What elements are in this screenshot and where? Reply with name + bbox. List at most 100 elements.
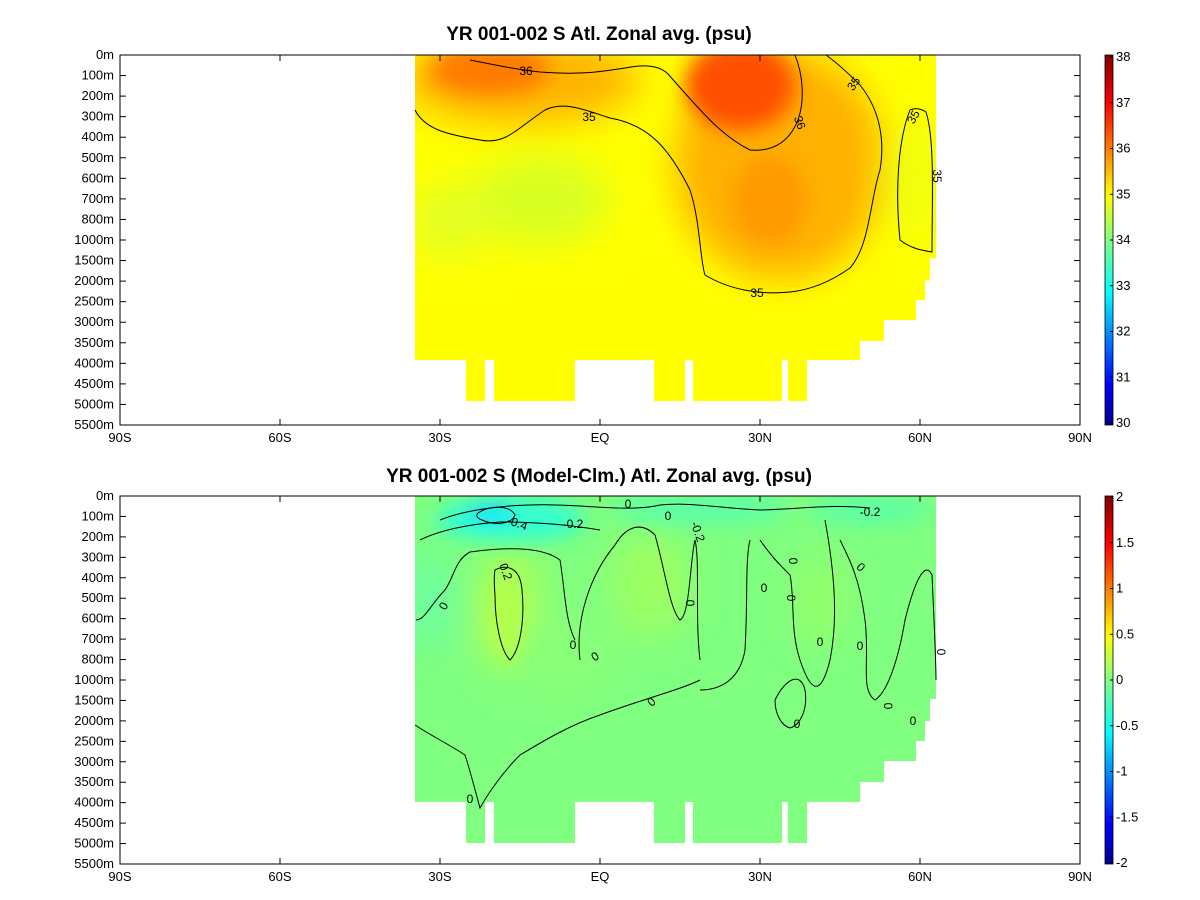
contour-label: 35 [930,169,944,183]
contour-label: 0 [665,509,672,523]
contour-label: 0 [570,638,577,652]
contour-lines [414,503,937,810]
contour-label: 0 [794,717,801,731]
contour-label: 0 [467,792,474,806]
y-tick-label: 5000m [74,836,114,851]
y-tick-label: 1500m [74,253,114,268]
y-tick-label: 3500m [74,774,114,789]
y-tick-label: 600m [81,170,114,185]
panel-top: YR 001-002 S Atl. Zonal avg. (psu) [74,24,1130,445]
y-tick-label: 400m [81,570,114,585]
contour-label: 0 [934,649,948,656]
x-tick-label: 90S [108,430,131,445]
y-tick-label: 4500m [74,376,114,391]
y-tick-label: 5000m [74,396,114,411]
colorbar-tick-label: -2 [1116,855,1128,870]
axes: 0m 100m 200m 300m 400m 500m 600m 700m 800m 1000m 1… [74,47,1092,445]
x-tick-label: 30S [428,869,451,884]
y-tick-label: 700m [81,191,114,206]
y-tick-label: 0m [96,47,114,62]
y-tick-label: 1500m [74,692,114,707]
contour-label: 35 [904,107,923,126]
y-tick-label: 2500m [74,294,114,309]
y-tick-label: 800m [81,211,114,226]
contour-label: 0 [683,600,697,607]
y-tick-label: 2000m [74,273,114,288]
colorbar-ticks: -2 -1.5 -1 -0.5 0 0.5 1 1.5 2 [1110,489,1138,870]
x-tick-label: 30N [748,869,772,884]
colorbar-tick-label: 36 [1116,141,1130,156]
y-tick-label: 3500m [74,335,114,350]
y-tick-label: 300m [81,549,114,564]
salinity-field [415,55,936,401]
colorbar-tick-label: 1.5 [1116,535,1134,550]
y-tick-label: 4000m [74,355,114,370]
y-tick-label: 200m [81,529,114,544]
y-tick-label: 100m [81,508,114,523]
anomaly-field [415,496,936,843]
y-tick-label: 1000m [74,232,114,247]
y-tick-label: 2000m [74,713,114,728]
contour-label: -0.2 [563,517,584,531]
y-tick-label: 4500m [74,815,114,830]
x-tick-label: 30S [428,430,451,445]
contour-labels: 0 0 -0.4 -0.2 -0.2 -0.2 0 0.2 0 0 0 0 0 … [436,497,948,806]
contour-label: 0 [881,703,895,710]
x-tick-label: 60S [268,430,291,445]
colorbar: -2 -1.5 -1 -0.5 0 0.5 1 1.5 2 [1104,489,1138,870]
contour-label: 0 [761,581,768,595]
x-tick-label: EQ [591,430,610,445]
contour-label: 35 [750,286,764,300]
y-tick-label: 400m [81,129,114,144]
x-tick-label: 60N [908,869,932,884]
x-tick-label: 60N [908,430,932,445]
y-tick-label: 100m [81,68,114,83]
contour-label: -0.4 [505,513,530,533]
colorbar-tick-label: -0.5 [1116,718,1138,733]
y-tick-label: 3000m [74,314,114,329]
y-tick-label: 200m [81,88,114,103]
colorbar-tick-label: 33 [1116,278,1130,293]
colorbar-tick-label: 1 [1116,581,1123,596]
colorbar-tick-label: 0 [1116,672,1123,687]
panel-bottom: YR 001-002 S (Model-Clm.) Atl. Zonal avg… [74,466,1138,884]
y-tick-label: 300m [81,109,114,124]
x-tick-label: 90N [1068,869,1092,884]
contour-label: 36 [519,64,533,78]
colorbar-tick-label: 37 [1116,95,1130,110]
colorbar-tick-label: 32 [1116,324,1130,339]
y-tick-label: 2500m [74,733,114,748]
x-tick-label: 90N [1068,430,1092,445]
y-tick-label: 4000m [74,795,114,810]
y-tick-label: 0m [96,488,114,503]
y-tick-label: 600m [81,611,114,626]
colorbar: 30 31 32 33 34 35 36 37 38 [1104,49,1130,430]
colorbar-tick-label: 38 [1116,49,1130,64]
chart-title: YR 001-002 S (Model-Clm.) Atl. Zonal avg… [386,466,812,487]
y-tick-label: 700m [81,631,114,646]
contour-label: -0.2 [860,505,881,519]
y-tick-label: 5500m [74,856,114,871]
contour-label: 0 [817,635,824,649]
x-tick-label: EQ [591,869,610,884]
contour-label: 0.2 [496,561,515,582]
contour-label: 0 [910,714,917,728]
x-tick-label: 60S [268,869,291,884]
contour-label: -0.2 [688,520,708,545]
y-tick-label: 5500m [74,417,114,432]
x-tick-label: 90S [108,869,131,884]
colorbar-tick-label: -1.5 [1116,809,1138,824]
y-tick-label: 500m [81,590,114,605]
colorbar-ticks: 30 31 32 33 34 35 36 37 38 [1110,49,1130,430]
contour-lines [414,54,933,294]
contour-label: 0 [625,497,632,511]
contour-label: 35 [582,110,596,124]
colorbar-tick-label: 34 [1116,232,1130,247]
axes: 0m 100m 200m 300m 400m 500m 600m 700m 800m 1000m 1… [74,488,1092,884]
colorbar-tick-label: 35 [1116,186,1130,201]
y-tick-label: 800m [81,652,114,667]
x-tick-label: 30N [748,430,772,445]
y-tick-label: 500m [81,150,114,165]
contour-label: 36 [791,114,809,132]
